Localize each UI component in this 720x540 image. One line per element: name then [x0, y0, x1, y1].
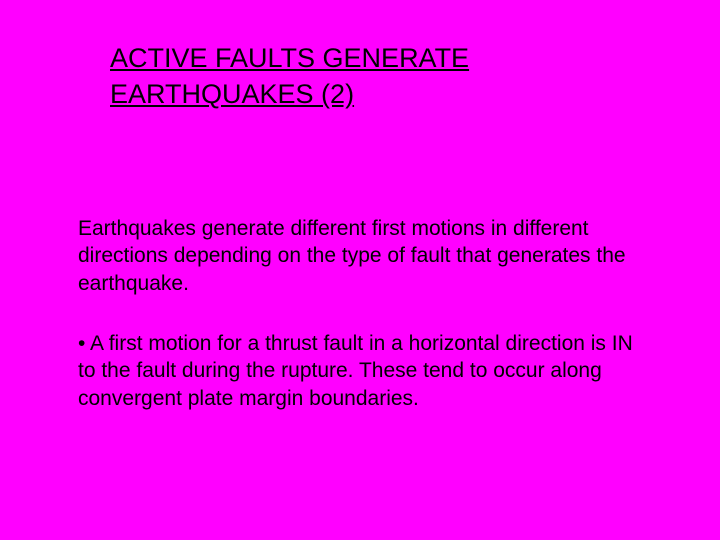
paragraph-2: • A first motion for a thrust fault in a… [78, 330, 648, 412]
paragraph-2-text: A first motion for a thrust fault in a h… [78, 332, 633, 410]
bullet-dot: • [78, 332, 90, 355]
slide-title: ACTIVE FAULTS GENERATE EARTHQUAKES (2) [110, 40, 630, 113]
slide: ACTIVE FAULTS GENERATE EARTHQUAKES (2) E… [0, 0, 720, 540]
paragraph-1: Earthquakes generate different first mot… [78, 215, 648, 297]
